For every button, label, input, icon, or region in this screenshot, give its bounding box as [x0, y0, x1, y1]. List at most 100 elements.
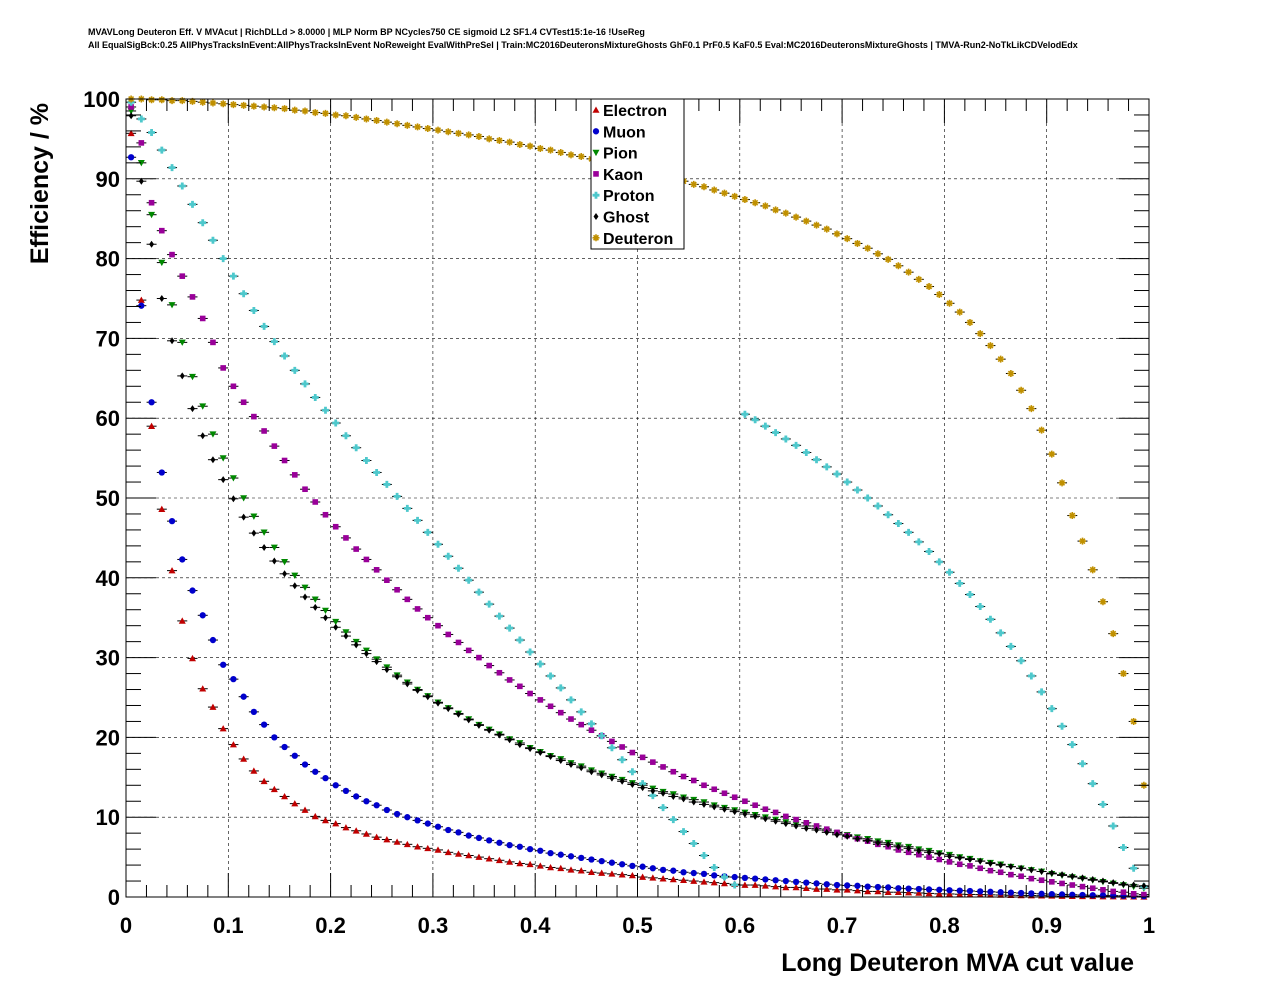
- deuteron-point: [720, 189, 728, 197]
- ghost-point: [179, 372, 185, 380]
- proton-point: [649, 792, 657, 800]
- proton-point: [373, 468, 381, 476]
- ghost-point: [415, 686, 421, 694]
- kaon-point: [1028, 875, 1035, 882]
- ghost-point: [885, 840, 891, 848]
- muon-point: [240, 693, 247, 700]
- muon-point: [844, 882, 851, 889]
- deuteron-point: [301, 107, 309, 115]
- electron-point: [332, 820, 340, 827]
- kaon-point: [384, 577, 390, 583]
- muon-point: [393, 810, 401, 818]
- deuteron-point: [925, 283, 933, 291]
- ghost-point: [190, 405, 195, 413]
- electron-point: [229, 741, 237, 748]
- proton-point: [219, 255, 227, 263]
- ghost-point: [629, 780, 635, 788]
- electron-point: [393, 838, 401, 845]
- y-tick-label: 90: [96, 167, 120, 192]
- proton-point: [741, 410, 749, 418]
- ghost-point: [149, 240, 155, 248]
- deuteron-point: [833, 230, 841, 238]
- proton-point: [321, 406, 329, 414]
- deuteron-point: [1048, 450, 1056, 458]
- deuteron-point: [352, 113, 360, 121]
- kaon-point: [1079, 883, 1086, 890]
- muon-point: [895, 885, 902, 892]
- proton-point: [1089, 780, 1097, 788]
- deuteron-point: [976, 330, 984, 338]
- electron-point: [526, 860, 534, 868]
- kaon-point: [701, 782, 707, 789]
- deuteron-point: [536, 144, 544, 152]
- ghost-point: [844, 832, 850, 840]
- deuteron-point: [424, 125, 432, 133]
- muon-point: [823, 881, 830, 888]
- deuteron-point: [188, 97, 196, 105]
- deuteron-point: [813, 221, 821, 229]
- series-kaon: [126, 104, 1149, 898]
- ghost-point: [998, 861, 1004, 869]
- proton-point: [332, 419, 340, 427]
- proton-point: [956, 579, 964, 587]
- muon-point: [383, 806, 391, 814]
- proton-point: [946, 568, 954, 576]
- electron-point: [506, 858, 514, 865]
- deuteron-point: [853, 239, 861, 247]
- muon-point: [168, 517, 176, 525]
- x-tick-label: 0.4: [520, 913, 551, 938]
- deuteron-point: [966, 318, 974, 326]
- series-muon: [126, 154, 1149, 900]
- deuteron-point: [506, 138, 514, 146]
- proton-point: [864, 494, 872, 502]
- proton-point: [352, 444, 360, 452]
- proton-point: [1109, 822, 1117, 830]
- pion-point: [240, 495, 248, 502]
- proton-point: [1007, 642, 1015, 650]
- ghost-point: [854, 835, 860, 843]
- x-axis-label: Long Deuteron MVA cut value: [781, 949, 1134, 977]
- deuteron-point: [1038, 426, 1046, 434]
- kaon-point: [742, 798, 748, 805]
- kaon-point: [588, 727, 595, 734]
- deuteron-point: [577, 152, 585, 160]
- deuteron-point: [1017, 386, 1025, 394]
- ghost-point: [793, 822, 799, 830]
- x-tick-label: 0.6: [725, 913, 756, 938]
- electron-point: [925, 889, 933, 897]
- ghost-point: [834, 831, 840, 839]
- deuteron-point: [986, 342, 994, 350]
- deuteron-point: [311, 109, 319, 117]
- muon-point: [291, 752, 298, 759]
- kaon-point: [138, 140, 145, 146]
- proton-point: [813, 456, 821, 464]
- kaon-point: [1049, 879, 1055, 885]
- electron-point: [710, 879, 718, 886]
- ghost-point: [987, 859, 993, 867]
- proton-point: [485, 600, 493, 608]
- deuteron-point: [158, 96, 166, 104]
- kaon-point: [1069, 882, 1076, 888]
- ghost-point: [967, 855, 973, 863]
- kaon-point: [762, 806, 769, 813]
- kaon-point: [445, 631, 452, 638]
- proton-point: [659, 804, 667, 812]
- deuteron-point: [1099, 598, 1107, 606]
- ghost-point: [323, 614, 328, 622]
- deuteron-point: [894, 262, 902, 270]
- muon-point: [782, 877, 789, 885]
- proton-point: [853, 486, 861, 494]
- proton-point: [424, 528, 432, 536]
- deuteron-point: [178, 97, 186, 105]
- electron-point: [792, 883, 800, 891]
- muon-point: [905, 885, 912, 892]
- deuteron-point: [843, 235, 851, 243]
- kaon-point: [1100, 887, 1106, 893]
- muon-point: [629, 862, 636, 870]
- legend-label-muon: Muon: [603, 124, 646, 141]
- muon-point: [199, 612, 206, 619]
- proton-point: [342, 432, 350, 440]
- pion-point: [321, 607, 329, 615]
- muon-point: [496, 839, 503, 846]
- electron-point: [567, 866, 575, 873]
